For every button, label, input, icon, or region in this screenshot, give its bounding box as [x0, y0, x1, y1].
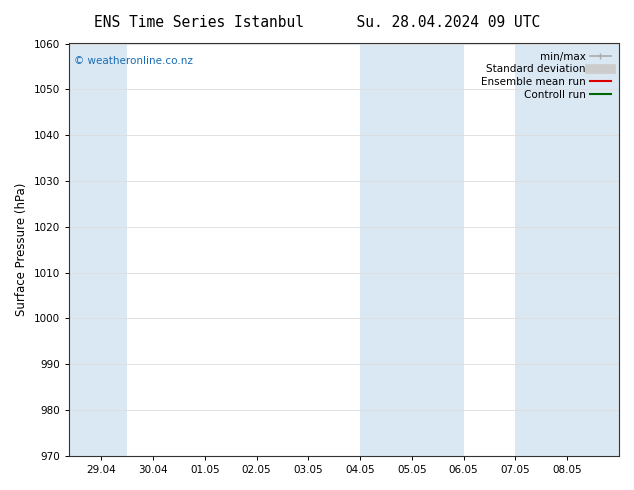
- Text: ENS Time Series Istanbul      Su. 28.04.2024 09 UTC: ENS Time Series Istanbul Su. 28.04.2024 …: [94, 15, 540, 30]
- Legend: min/max, Standard deviation, Ensemble mean run, Controll run: min/max, Standard deviation, Ensemble me…: [478, 49, 614, 103]
- Bar: [360, 44, 463, 456]
- Bar: [69, 44, 127, 456]
- Y-axis label: Surface Pressure (hPa): Surface Pressure (hPa): [15, 183, 28, 317]
- Text: © weatheronline.co.nz: © weatheronline.co.nz: [74, 56, 193, 66]
- Bar: [515, 44, 619, 456]
